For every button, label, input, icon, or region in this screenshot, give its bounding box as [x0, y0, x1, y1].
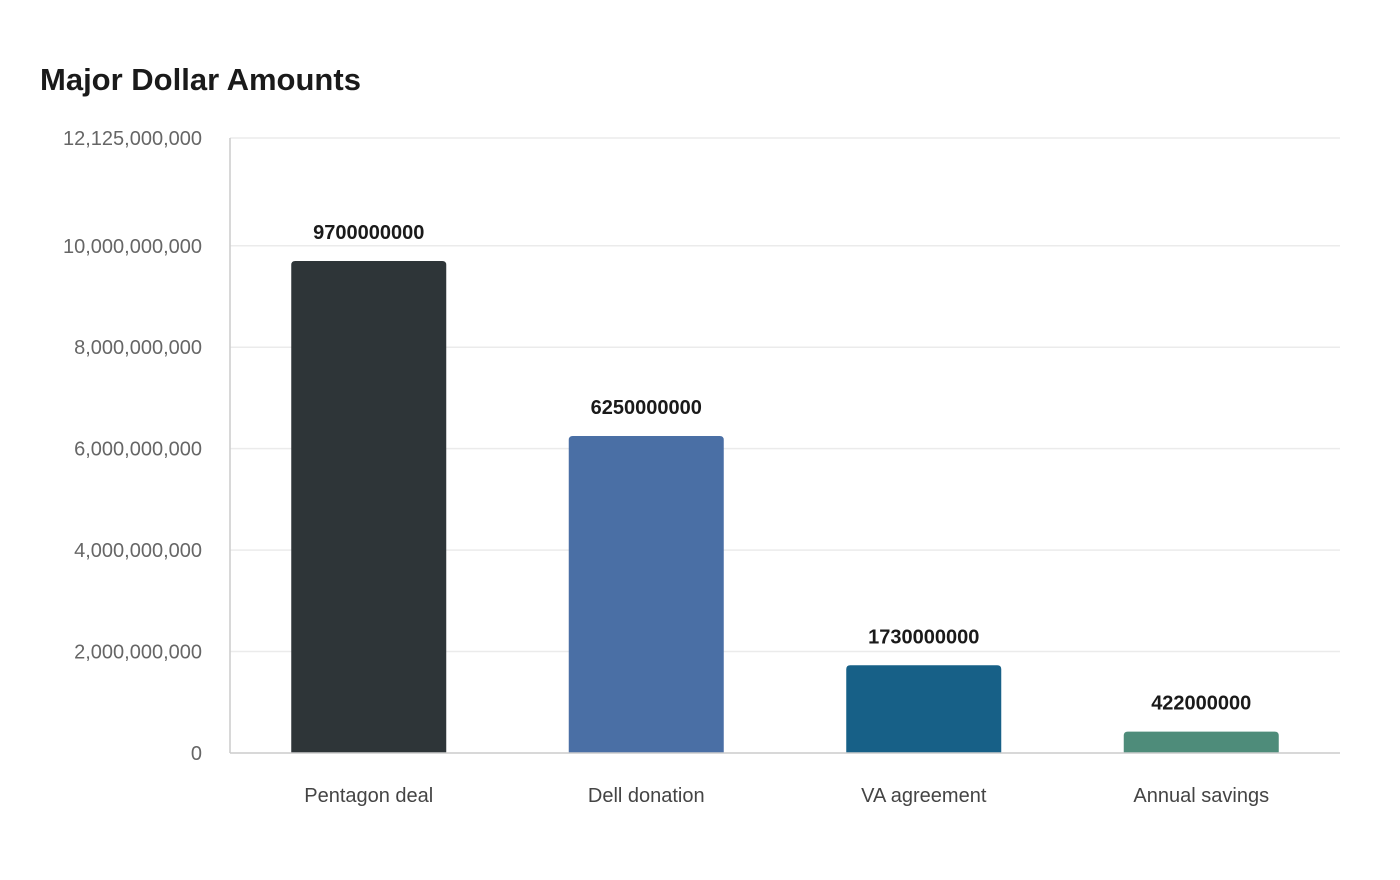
axes	[229, 138, 1340, 754]
y-tick-label: 8,000,000,000	[74, 337, 202, 359]
x-category-label: Annual savings	[1133, 785, 1269, 807]
data-labels: 9700000000 6250000000 1730000000 422000000	[313, 222, 1251, 715]
bar-dell-donation	[568, 435, 724, 753]
data-label: 6250000000	[591, 397, 702, 419]
data-label: 422000000	[1151, 693, 1251, 715]
x-category-label: Pentagon deal	[304, 785, 433, 807]
y-tick-label: 12,125,000,000	[63, 128, 202, 150]
y-tick-label: 10,000,000,000	[63, 236, 202, 258]
bar-va-agreement	[846, 665, 1002, 753]
x-category-label: Dell donation	[588, 785, 705, 807]
y-tick-label: 6,000,000,000	[74, 439, 202, 461]
bars	[291, 261, 1279, 753]
data-label: 9700000000	[313, 222, 424, 244]
y-tick-label: 4,000,000,000	[74, 540, 202, 562]
y-tick-label: 2,000,000,000	[74, 642, 202, 664]
y-axis-ticks: 0 2,000,000,000 4,000,000,000 6,000,000,000…	[63, 128, 202, 765]
y-tick-label: 0	[191, 743, 202, 765]
x-axis-categories: Pentagon deal Dell donation VA agreement An…	[304, 785, 1269, 807]
chart-title: Major Dollar Amounts	[40, 62, 361, 97]
bar-annual-savings	[1123, 731, 1279, 753]
x-category-label: VA agreement	[861, 785, 987, 807]
bar-pentagon-deal	[291, 261, 447, 753]
data-label: 1730000000	[868, 626, 979, 648]
